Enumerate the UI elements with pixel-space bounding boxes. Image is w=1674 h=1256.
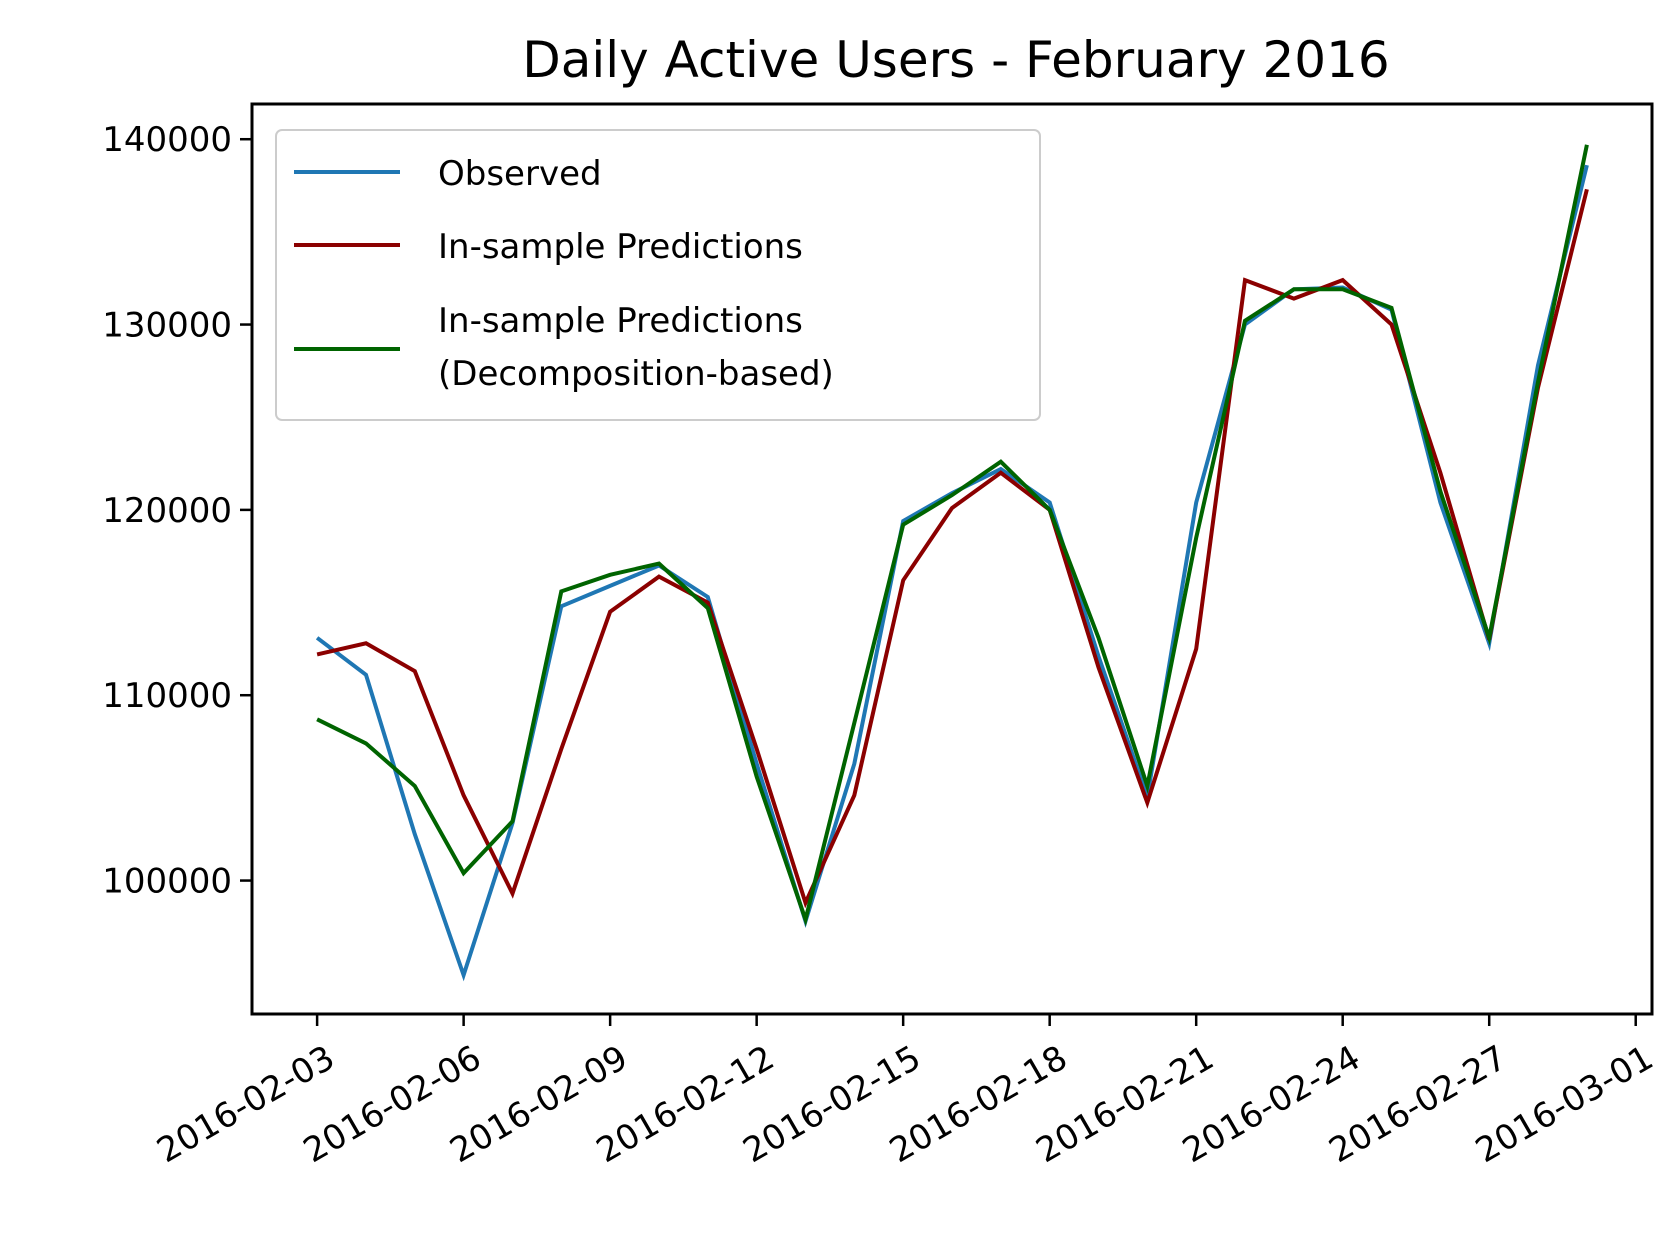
y-tick-label: 100000 (102, 862, 232, 902)
y-tick-label: 110000 (102, 676, 232, 716)
y-tick-label: 120000 (102, 491, 232, 531)
plot-frame (250, 102, 1654, 1016)
series-layer (315, 144, 1589, 982)
legend: Observed In-sample Predictions In-sample P… (275, 129, 1041, 421)
legend-label-1: Observed (438, 154, 602, 194)
y-tick-label: 130000 (102, 306, 232, 346)
legend-box (275, 129, 1041, 421)
legend-label-3: In-sample Predictions (438, 301, 803, 341)
legend-label-2: In-sample Predictions (438, 227, 803, 267)
series-line-2 (316, 188, 1589, 909)
legend-label-3: (Decomposition-based) (438, 354, 834, 394)
chart-title: Daily Active Users - February 2016 (522, 31, 1390, 89)
y-tick-label: 140000 (102, 120, 232, 160)
series-line-3 (316, 144, 1589, 927)
y-axis: 100000 110000 120000 130000 140000 (102, 120, 252, 902)
